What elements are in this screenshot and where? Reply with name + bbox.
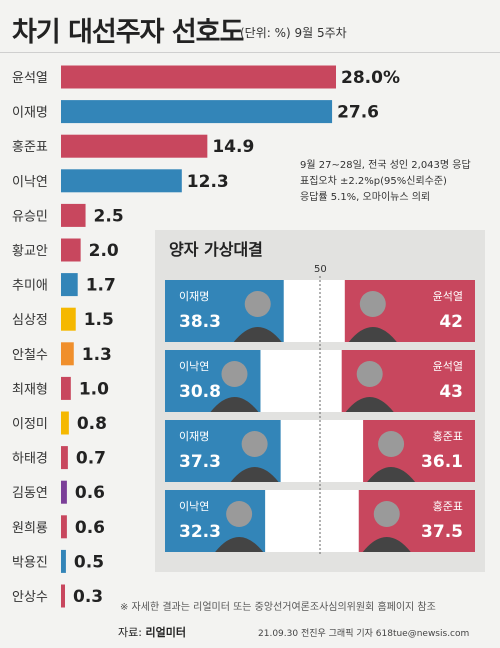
candidate-label: 윤석열 — [12, 71, 48, 86]
matchup-left-name: 이재명 — [179, 430, 209, 443]
bar-value-label: 14.9 — [212, 137, 254, 157]
title-divider — [0, 52, 500, 53]
bar-value-label: 0.5 — [74, 552, 104, 572]
portrait-placeholder — [244, 291, 271, 317]
portrait-placeholder — [345, 397, 394, 412]
bar-value-label: 27.6 — [337, 103, 379, 123]
matchup-left-value: 30.8 — [179, 382, 221, 402]
candidate-label: 이정미 — [12, 417, 48, 432]
portrait-placeholder — [373, 501, 400, 527]
bar-value-label: 0.8 — [77, 414, 107, 434]
head-to-head-chart: 50 이재명 38.3 윤석열 42 이낙연 30.8 윤석열 43 이재명 37.3 홍준표 36.1… — [165, 264, 475, 556]
portrait-placeholder — [378, 431, 405, 457]
bar-이낙연 — [61, 169, 182, 193]
bar-하태경 — [61, 446, 68, 470]
survey-note-line: 표집오차 ±2.2%p(95%신뢰수준) — [300, 176, 447, 187]
bar-유승민 — [61, 203, 86, 227]
matchup-right-name: 홍준표 — [433, 429, 463, 443]
matchup-right-value: 37.5 — [421, 522, 463, 542]
reference-label: 50 — [314, 264, 327, 275]
candidate-label: 원희룡 — [12, 521, 48, 536]
candidate-label: 심상정 — [12, 313, 48, 328]
head-to-head-panel: 양자 가상대결 50 이재명 38.3 윤석열 42 이낙연 30.8 윤석열 43 이재명 37.… — [155, 230, 485, 572]
bar-원희룡 — [61, 515, 67, 539]
candidate-label: 안철수 — [12, 348, 48, 363]
candidate-label: 홍준표 — [12, 140, 48, 155]
matchup-right-name: 윤석열 — [433, 360, 463, 373]
candidate-label: 하태경 — [12, 452, 48, 467]
survey-note: 9월 27~28일, 전국 성인 2,043명 응답 표집오차 ±2.2%p(9… — [300, 158, 500, 206]
candidate-label: 추미애 — [12, 279, 48, 294]
source-name: 리얼미터 — [145, 626, 186, 639]
portrait-placeholder — [348, 327, 397, 342]
portrait-placeholder — [367, 467, 416, 482]
bar-value-label: 28.0% — [341, 68, 400, 88]
portrait-placeholder — [230, 467, 279, 482]
portrait-placeholder — [215, 537, 264, 552]
matchup-left-name: 이재명 — [179, 290, 209, 303]
portrait-placeholder — [221, 361, 248, 387]
candidate-label: 김동연 — [12, 486, 48, 501]
candidate-label: 이낙연 — [12, 175, 48, 190]
candidate-label: 박용진 — [12, 555, 48, 570]
portrait-placeholder — [226, 501, 253, 527]
bar-value-label: 1.3 — [82, 345, 112, 365]
bar-추미애 — [61, 273, 78, 297]
bar-홍준표 — [61, 134, 208, 158]
bar-value-label: 1.5 — [84, 310, 114, 330]
bar-안철수 — [61, 342, 74, 366]
footnote: ※ 자세한 결과는 리얼미터 또는 중앙선거여론조사심의위원회 홈페이지 참조 — [120, 602, 436, 613]
bar-이재명 — [61, 100, 333, 124]
unit-label: (단위: %) 9월 5주차 — [240, 26, 347, 40]
portrait-placeholder — [356, 361, 383, 387]
matchup-left-value: 38.3 — [179, 312, 221, 332]
matchup-left-name: 이낙연 — [179, 360, 209, 373]
matchup-left-name: 이낙연 — [179, 500, 209, 513]
survey-note-line: 9월 27~28일, 전국 성인 2,043명 응답 — [300, 160, 471, 171]
bar-value-label: 12.3 — [187, 172, 229, 192]
bar-김동연 — [61, 480, 67, 504]
bar-value-label: 2.0 — [89, 241, 119, 261]
portrait-placeholder — [233, 327, 282, 342]
bar-안상수 — [61, 584, 65, 608]
matchup-right-value: 43 — [439, 382, 463, 402]
bar-value-label: 0.7 — [76, 449, 106, 469]
matchup-left-value: 37.3 — [179, 452, 221, 472]
matchup-right-name: 윤석열 — [433, 290, 463, 303]
bar-value-label: 2.5 — [94, 206, 124, 226]
source: 자료: 리얼미터 — [118, 624, 186, 640]
bar-박용진 — [61, 549, 66, 573]
portrait-placeholder — [210, 397, 259, 412]
bar-value-label: 0.3 — [73, 587, 103, 607]
bar-value-label: 1.0 — [79, 379, 109, 399]
page-title: 차기 대선주자 선호도 — [12, 17, 244, 48]
matchup-right-value: 42 — [439, 312, 463, 332]
bar-value-label: 0.6 — [75, 518, 105, 538]
matchup-right-value: 36.1 — [421, 452, 463, 472]
bar-최재형 — [61, 376, 71, 400]
bar-value-label: 1.7 — [86, 276, 116, 296]
head-to-head-title: 양자 가상대결 — [169, 240, 263, 259]
bar-윤석열 — [61, 65, 336, 89]
candidate-label: 이재명 — [12, 106, 48, 121]
bar-이정미 — [61, 411, 69, 435]
graphic-credit: 21.09.30 전진우 그래픽 기자 618tue@newsis.com — [258, 629, 470, 639]
portrait-placeholder — [362, 537, 411, 552]
candidate-label: 유승민 — [12, 209, 48, 224]
survey-note-line: 응답률 5.1%, 오마이뉴스 의뢰 — [300, 192, 431, 203]
bar-황교안 — [61, 238, 81, 262]
bar-심상정 — [61, 307, 76, 331]
bar-value-label: 0.6 — [75, 483, 105, 503]
source-label: 자료: — [118, 626, 142, 639]
portrait-placeholder — [241, 431, 268, 457]
portrait-placeholder — [359, 291, 386, 317]
matchup-left-value: 32.3 — [179, 522, 221, 542]
candidate-label: 최재형 — [12, 382, 48, 397]
candidate-label: 황교안 — [12, 244, 48, 259]
candidate-label: 안상수 — [12, 590, 48, 605]
matchup-right-name: 홍준표 — [433, 499, 463, 513]
